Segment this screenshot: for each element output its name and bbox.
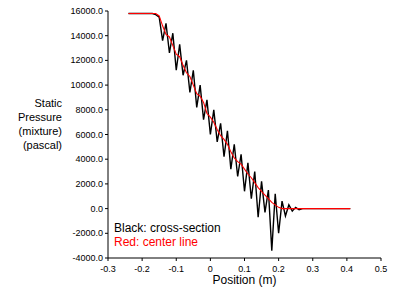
x-tick-label: -0.2 [134,264,150,274]
y-tick-label: 2000.0 [75,179,103,189]
y-tick-label: 12000.0 [70,55,103,65]
y-axis-label: Pressure [18,111,62,123]
y-tick [105,208,108,209]
x-tick [244,258,245,261]
legend: Black: cross-sectionRed: center line [114,221,221,249]
x-axis-label: Position (m) [212,273,276,287]
y-tick [105,233,108,234]
y-tick-label: 10000.0 [70,80,103,90]
x-tick-label: -0.3 [100,264,116,274]
y-tick [105,85,108,86]
y-tick-label: -2000.0 [72,228,103,238]
y-tick [105,159,108,160]
x-tick [381,258,382,261]
y-tick-label: -4000.0 [72,253,103,263]
y-tick [105,109,108,110]
x-tick [176,258,177,261]
x-tick [312,258,313,261]
y-tick-label: 16000.0 [70,6,103,16]
legend-entry: Black: cross-section [114,221,221,235]
x-tick [210,258,211,261]
y-tick [105,60,108,61]
x-tick-label: -0.1 [168,264,184,274]
x-tick-label: 0.3 [306,264,319,274]
y-tick [105,134,108,135]
series-line [128,13,350,250]
x-tick [278,258,279,261]
x-tick [108,258,109,261]
y-tick-label: 0.0 [90,204,103,214]
x-tick [142,258,143,261]
x-tick-label: 0.4 [341,264,354,274]
x-tick [346,258,347,261]
y-tick-label: 8000.0 [75,105,103,115]
legend-entry: Red: center line [114,235,198,249]
x-tick-label: 0.5 [375,264,388,274]
axes: -4000.0 -2000.0 0.0 2000.0 4000.0 6000.0 8000.… [70,6,387,274]
y-tick [105,183,108,184]
y-tick-label: 14000.0 [70,31,103,41]
chart: -4000.0 -2000.0 0.0 2000.0 4000.0 6000.0 8000.… [0,0,405,289]
y-tick-label: 4000.0 [75,154,103,164]
y-tick [105,35,108,36]
y-tick [105,11,108,12]
y-axis-label: Static [34,97,62,109]
plot-data [128,13,350,250]
y-tick-label: 6000.0 [75,130,103,140]
y-axis-label: (mixture) [19,125,62,137]
series-line [128,13,350,208]
y-axis-label: (pascal) [23,139,62,151]
